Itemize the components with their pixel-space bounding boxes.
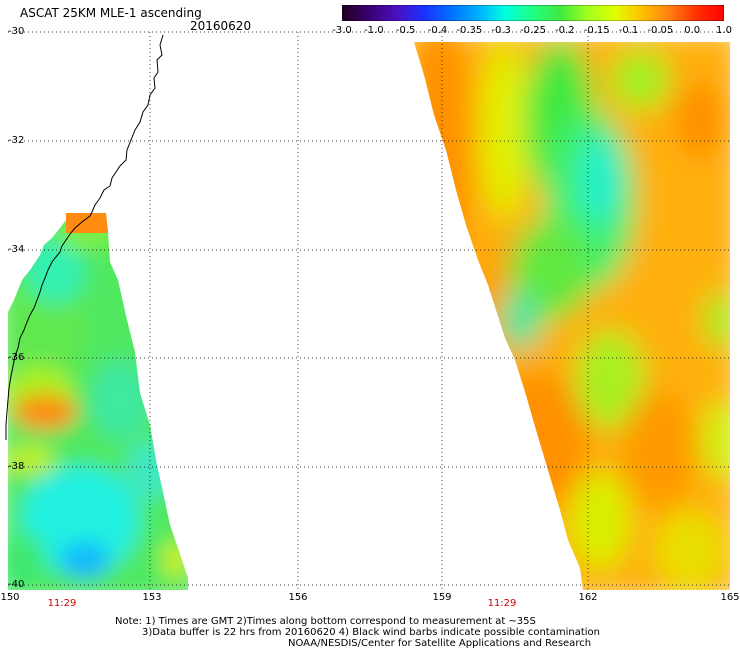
lon-label: 162 (578, 592, 598, 603)
coastline (5, 34, 164, 440)
right-swath (414, 42, 730, 590)
footer-note-1: Note: 1) Times are GMT 2)Times along bot… (115, 616, 536, 627)
lon-label: 165 (720, 592, 740, 603)
lon-label: 159 (432, 592, 452, 603)
colorbar-tick-label: 1.0 (716, 25, 732, 36)
colorbar (342, 5, 724, 21)
colorbar-tick-label: -0.4 (427, 25, 448, 36)
colorbar-tick-label: -0.3 (491, 25, 511, 36)
time-label: 11:29 (47, 598, 77, 609)
lat-label: -32 (8, 135, 25, 146)
colorbar-tick-label: -0.5 (395, 25, 416, 36)
lon-label: 156 (288, 592, 308, 603)
lat-label: -40 (8, 579, 25, 590)
footer-note-2: 3)Data buffer is 22 hrs from 20160620 4)… (142, 627, 600, 638)
colorbar-tick-label: -0.25 (520, 25, 546, 36)
lon-label: 153 (142, 592, 162, 603)
time-label: 11:29 (487, 598, 517, 609)
colorbar-tick-label: 0.0 (684, 25, 701, 36)
gridlines (8, 31, 730, 590)
product-date: 20160620 (190, 19, 252, 33)
lat-label: -30 (8, 26, 25, 37)
footer-note-3: NOAA/NESDIS/Center for Satellite Applica… (288, 638, 592, 649)
colorbar-tick-label: -0.2 (555, 25, 575, 36)
colorbar-tick-label: -0.35 (456, 25, 483, 36)
lat-label: -36 (8, 352, 25, 363)
wind-speed-map (5, 31, 730, 590)
colorbar-labels: -3.0 -1.0 -0.5 -0.4 -0.35 -0.3 -0.25 -0.2 -0.15-… (330, 25, 740, 39)
colorbar-tick-label: -3.0 (332, 25, 352, 36)
colorbar-tick-label: -0.15 (583, 25, 610, 36)
product-title: ASCAT 25KM MLE-1 ascending (20, 6, 202, 20)
lat-label: -38 (8, 461, 25, 472)
colorbar-tick-label: -1.0 (364, 25, 384, 36)
lat-label: -34 (8, 244, 25, 255)
colorbar-tick-label: -0.05 (647, 25, 674, 36)
left-swath (8, 213, 188, 590)
colorbar-tick-label: -0.1 (618, 25, 639, 36)
lon-label: 150 (0, 592, 20, 603)
